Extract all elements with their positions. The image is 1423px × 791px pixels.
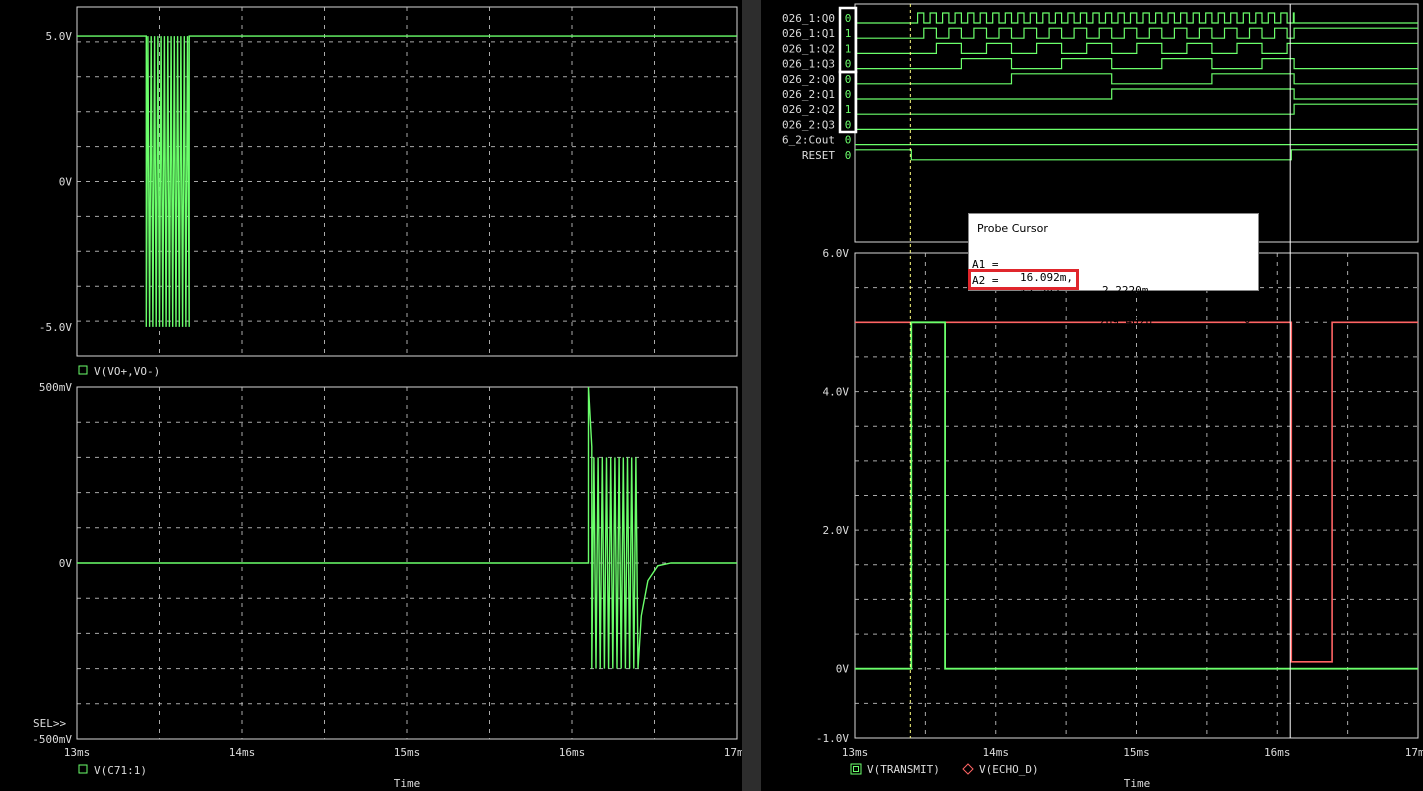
pane-divider[interactable] xyxy=(742,0,761,791)
probe-y: 269.402p xyxy=(1099,315,1152,328)
signal-value: 0 xyxy=(845,12,852,25)
legend-label-echo: V(ECHO_D) xyxy=(979,763,1039,776)
signal-value: 0 xyxy=(845,149,852,162)
signal-value: 1 xyxy=(845,27,852,40)
digital-trace xyxy=(855,88,1418,100)
digital-trace xyxy=(855,12,1418,24)
y-tick-label: -5.0V xyxy=(39,321,72,334)
legend-marker-transmit-inner xyxy=(853,766,859,772)
sel-marker: SEL>> xyxy=(33,717,66,730)
probe-row-a2: A2 = 13.393m, 2.2220m, 0 xyxy=(972,261,1251,339)
x-tick-label: 14ms xyxy=(983,746,1010,759)
probe-cursors[interactable] xyxy=(909,4,1291,738)
y-tick-label: 5.0V xyxy=(46,30,73,43)
signal-value: 0 xyxy=(845,73,852,86)
probe-cursor-title: Probe Cursor xyxy=(977,222,1048,235)
signal-name: 026_2:Q0 xyxy=(782,73,835,86)
y-tick-label: -500mV xyxy=(32,733,72,746)
probe-y: 2.2220m, xyxy=(1102,300,1155,313)
y-tick-label: 500mV xyxy=(39,381,72,394)
digital-trace xyxy=(855,42,1418,55)
digital-trace xyxy=(855,57,1418,70)
signal-name: 026_1:Q0 xyxy=(782,12,835,25)
probe-label: A2 = xyxy=(972,274,999,287)
legend-marker-transmit xyxy=(850,763,862,775)
signal-value: 0 xyxy=(845,118,852,131)
probe-cursor-box[interactable]: Probe Cursor A1 = 16.092m, 2.2220m, 0 A2… xyxy=(968,213,1259,328)
probe-row-dif: dif= 2.6996m 269.402p xyxy=(972,276,1152,354)
y-tick-label: 0V xyxy=(836,663,850,676)
y-tick-label: -1.0V xyxy=(816,732,849,745)
legend-marker xyxy=(78,764,88,774)
digital-trace xyxy=(855,27,1418,39)
signal-name: 026_2:Q2 xyxy=(782,103,835,116)
legend-marker-echo xyxy=(962,763,974,775)
signal-name: 026_1:Q2 xyxy=(782,42,835,55)
legend-marker xyxy=(78,365,88,375)
x-axis-title: Time xyxy=(394,777,421,790)
x-tick-label: 14ms xyxy=(229,746,256,759)
x-tick-label: 16ms xyxy=(559,746,586,759)
digital-waveform-plot[interactable]: 026_1:Q0 0 026_1:Q1 1 026_1:Q2 1 026_1:Q3 0 026_… xyxy=(782,3,1419,243)
probe-x: 2.6996m xyxy=(1020,302,1067,315)
top-left-plot[interactable]: 5.0V 0V -5.0V V(VO+,VO-) xyxy=(39,6,738,378)
signal-name: 026_2:Q1 xyxy=(782,88,835,101)
signal-name: 026_1:Q3 xyxy=(782,58,835,71)
y-tick-label: 0V xyxy=(59,176,73,189)
probe-label: dif= xyxy=(972,289,999,302)
signal-name: 026_1:Q1 xyxy=(782,27,835,40)
digital-trace xyxy=(855,103,1418,115)
x-tick-label: 16ms xyxy=(1264,746,1291,759)
probe-label: A1 = xyxy=(972,258,999,271)
digital-trace xyxy=(855,73,1418,85)
digital-frame xyxy=(854,3,1419,243)
signal-name: 6_2:Cout xyxy=(782,134,835,147)
legend-label-transmit: V(TRANSMIT) xyxy=(867,763,940,776)
signal-value: 1 xyxy=(845,103,852,116)
x-tick-label: 15ms xyxy=(394,746,421,759)
trace-vo-diff xyxy=(77,35,737,327)
digital-trace xyxy=(855,149,1418,161)
x-tick-label: 17ms xyxy=(1405,746,1423,759)
y-tick-label: 6.0V xyxy=(823,247,850,260)
signal-name: 026_2:Q3 xyxy=(782,118,835,131)
probe-z: 0 xyxy=(1244,313,1251,326)
probe-x: 16.092m, xyxy=(1020,271,1073,284)
dif-highlight-box xyxy=(968,269,1079,290)
signal-name: RESET xyxy=(802,149,835,162)
trace-transmit xyxy=(855,321,1418,670)
legend-label: V(VO+,VO-) xyxy=(94,365,160,378)
signal-value: 1 xyxy=(845,42,852,55)
trace-echo-d xyxy=(855,321,1418,663)
x-axis-title: Time xyxy=(1124,777,1151,790)
trace-c71 xyxy=(77,386,737,669)
y-tick-label: 4.0V xyxy=(823,386,850,399)
x-tick-label: 13ms xyxy=(64,746,91,759)
probe-y: 2.2220m, xyxy=(1102,284,1155,297)
legend-label: V(C71:1) xyxy=(94,764,147,777)
y-tick-label: 0V xyxy=(59,557,73,570)
signal-value: 0 xyxy=(845,134,852,147)
probe-z: 0 xyxy=(1244,297,1251,310)
y-tick-label: 2.0V xyxy=(823,524,850,537)
signal-value: 0 xyxy=(845,88,852,101)
signal-value: 0 xyxy=(845,58,852,71)
x-tick-label: 13ms xyxy=(842,746,869,759)
selection-box xyxy=(838,70,858,134)
x-tick-label: 15ms xyxy=(1123,746,1150,759)
probe-x: 13.393m, xyxy=(1020,287,1073,300)
probe-row-a1: A1 = 16.092m, 2.2220m, 0 xyxy=(972,245,1251,323)
